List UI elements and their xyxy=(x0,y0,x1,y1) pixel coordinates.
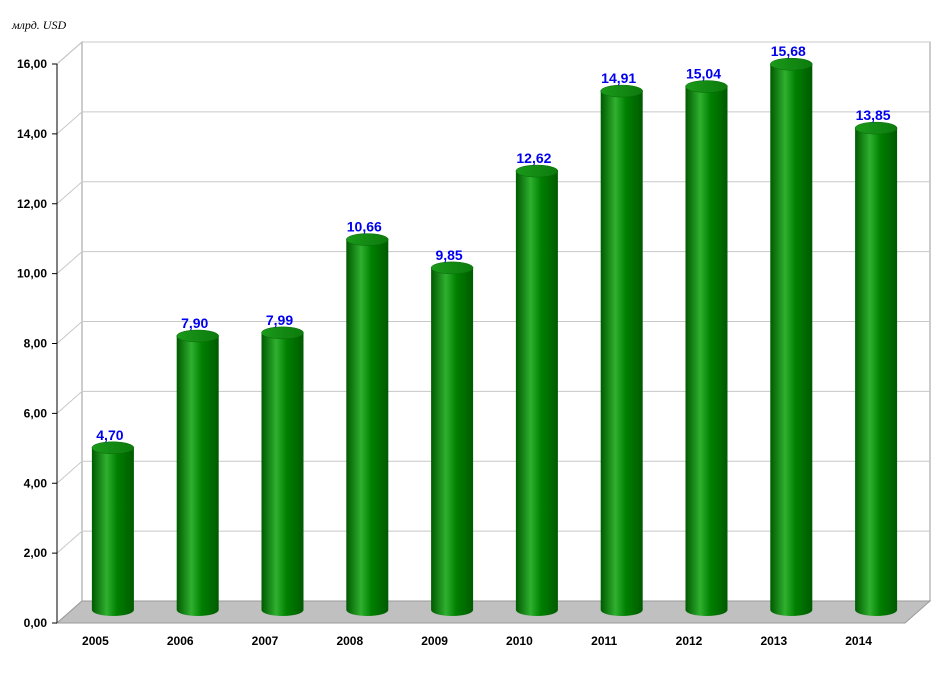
bar-top xyxy=(176,329,219,343)
y-tick-label: 2,00 xyxy=(24,546,48,560)
bar xyxy=(685,86,728,617)
y-unit-label: млрд. USD xyxy=(12,18,67,32)
gridline xyxy=(56,460,930,484)
bar xyxy=(261,332,304,616)
gridline xyxy=(56,321,930,344)
bar-value-label: 7,99 xyxy=(266,312,293,328)
x-tick-label: 2014 xyxy=(845,634,872,648)
y-tick-label: 8,00 xyxy=(24,337,48,351)
x-tick-label: 2008 xyxy=(336,634,363,648)
y-tick-label: 12,00 xyxy=(17,197,47,211)
y-tick-label: 10,00 xyxy=(17,267,47,281)
gridline xyxy=(56,251,930,275)
x-tick-label: 2009 xyxy=(421,634,448,648)
bar xyxy=(431,267,474,616)
y-tick-label: 14,00 xyxy=(17,127,47,141)
bar-value-label: 4,70 xyxy=(96,427,123,443)
bar xyxy=(176,335,219,616)
bar-top xyxy=(430,261,474,275)
x-tick-label: 2011 xyxy=(591,634,617,648)
bar-value-label: 9,85 xyxy=(435,247,462,263)
y-tick-label: 0,00 xyxy=(24,616,48,630)
bar-value-label: 12,62 xyxy=(516,150,551,166)
bar-value-label: 14,91 xyxy=(601,70,636,86)
y-tick-label: 16,00 xyxy=(17,57,47,71)
bar-top xyxy=(261,326,304,340)
x-tick-label: 2005 xyxy=(82,634,109,648)
bar xyxy=(600,91,643,616)
x-tick-label: 2013 xyxy=(760,634,787,648)
y-tick-label: 6,00 xyxy=(24,406,48,420)
gridline xyxy=(56,530,930,554)
y-tick-label: 4,00 xyxy=(24,476,48,490)
bar-top xyxy=(91,441,135,455)
gridline xyxy=(56,111,930,135)
bar-value-label: 10,66 xyxy=(347,219,382,235)
x-tick-label: 2010 xyxy=(506,634,533,648)
x-tick-label: 2007 xyxy=(252,634,279,648)
bar-top xyxy=(854,121,898,135)
gridline xyxy=(56,41,930,65)
bar-value-label: 13,85 xyxy=(856,107,891,123)
gridline xyxy=(56,390,930,414)
bar-top xyxy=(600,84,643,98)
bar xyxy=(855,128,898,616)
gridline xyxy=(56,181,930,205)
bar-top xyxy=(515,164,559,178)
bar xyxy=(346,239,389,616)
bar-top xyxy=(770,57,813,71)
bar xyxy=(770,64,813,617)
x-tick-label: 2006 xyxy=(167,634,194,648)
bar-value-label: 7,90 xyxy=(181,315,208,331)
bar xyxy=(91,447,134,616)
bar-top xyxy=(346,233,389,246)
bar-value-label: 15,04 xyxy=(686,66,721,82)
bar-value-label: 15,68 xyxy=(771,43,806,59)
bar xyxy=(515,171,558,616)
x-tick-label: 2012 xyxy=(676,634,703,648)
bar-top xyxy=(685,80,728,93)
